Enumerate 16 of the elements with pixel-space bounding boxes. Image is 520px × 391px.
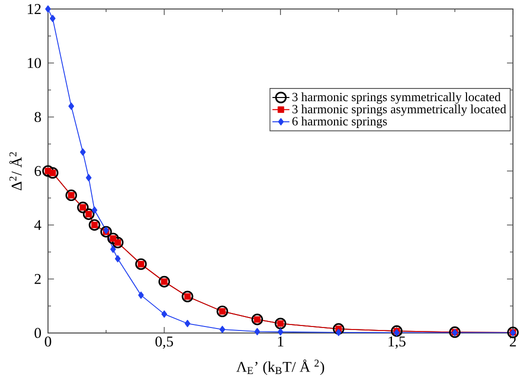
x-tick-label: 1 [278,336,284,346]
x-tick-label: 1,5 [388,336,406,349]
x-axis-title: Λ$_{E}$’ (k$_{B}$T/ Å $^{2}$) [236,360,324,375]
legend-label: 3 harmonic springs asymmetrically located [292,104,506,116]
legend-label: 6 harmonic springs [292,116,387,128]
y-tick-label: 6 [34,166,42,176]
x-tick-label: 0 [44,336,52,347]
legend-label: 3 harmonic springs symmetrically located [292,92,501,104]
x-tick-label: 0,5 [155,336,173,349]
y-tick-label: 10 [28,58,41,68]
y-tick-label: 4 [34,220,42,230]
y-tick-label: 2 [34,274,41,284]
y-tick-label: 12 [28,4,41,14]
y-axis-title: Δ$^{2}$/ Å$^{2}$ [9,152,22,190]
y-tick-label: 8 [34,112,41,122]
y-tick-label: 0 [34,328,41,338]
